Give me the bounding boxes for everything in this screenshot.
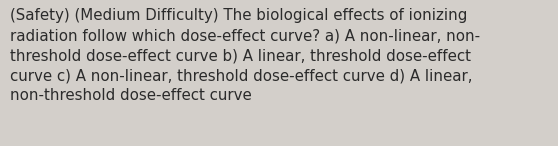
Text: (Safety) (Medium Difficulty) The biological effects of ionizing
radiation follow: (Safety) (Medium Difficulty) The biologi… (10, 8, 480, 103)
